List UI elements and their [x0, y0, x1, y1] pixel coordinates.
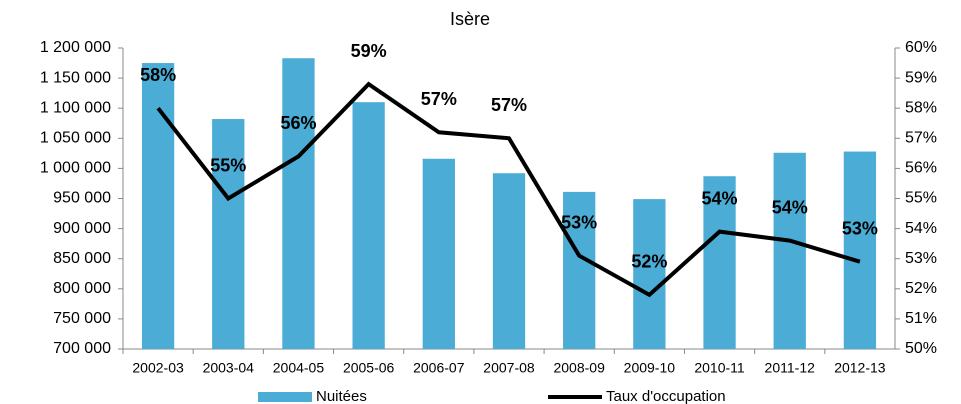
y-tick-label: 850 000: [53, 250, 111, 267]
y2-tick-label: 58%: [905, 99, 937, 116]
data-label: 57%: [421, 89, 457, 109]
y-tick-label: 900 000: [53, 220, 111, 237]
bar: [563, 191, 596, 349]
chart-subtitle: Isère: [450, 9, 490, 29]
bar: [212, 119, 245, 349]
bar: [141, 63, 175, 350]
data-label: 58%: [140, 65, 176, 85]
y2-tick-label: 56%: [905, 160, 937, 177]
y2-tick-label: 50%: [905, 340, 937, 357]
x-tick-label: 2009-10: [624, 360, 676, 376]
line: [156, 81, 861, 298]
legend-swatch: [258, 392, 312, 402]
y-tick-label: 1 150 000: [40, 69, 111, 86]
data-label: 55%: [210, 155, 246, 175]
x-tick-label: 2010-11: [694, 360, 745, 376]
x-tick-label: 2007-08: [483, 360, 535, 376]
y-tick-label: 1 000 000: [40, 160, 111, 177]
y-tick-label: 750 000: [53, 310, 111, 327]
x-tick-label: 2003-04: [203, 360, 255, 376]
data-label: 57%: [491, 95, 527, 115]
y-tick-label: 800 000: [53, 280, 111, 297]
data-label: 53%: [561, 212, 597, 232]
bar: [352, 102, 385, 350]
y2-tick-label: 51%: [905, 310, 937, 327]
x-tick-label: 2011-12: [765, 360, 816, 376]
data-label: 56%: [280, 113, 316, 133]
y-tick-label: 1 200 000: [40, 39, 111, 56]
bar: [422, 158, 455, 349]
x-tick-label: 2002-03: [132, 360, 184, 376]
y2-tick-label: 55%: [905, 190, 937, 207]
y-tick-label: 950 000: [53, 190, 111, 207]
y2-tick-label: 54%: [905, 220, 937, 237]
y2-tick-label: 57%: [905, 130, 937, 147]
x-tick-label: 2004-05: [273, 360, 325, 376]
y2-tick-label: 59%: [905, 69, 937, 86]
legend-label: Nuitées: [316, 388, 367, 404]
data-label: 54%: [772, 197, 808, 217]
x-tick-label: 2012-13: [834, 360, 886, 376]
data-label: 53%: [842, 218, 878, 238]
y-tick-label: 700 000: [53, 340, 111, 357]
bar: [843, 151, 877, 349]
x-tick-label: 2006-07: [413, 360, 465, 376]
y-tick-label: 1 100 000: [40, 99, 111, 116]
data-label: 52%: [631, 252, 667, 272]
bar: [633, 199, 666, 349]
bar: [703, 176, 736, 349]
y2-tick-label: 52%: [905, 280, 937, 297]
bar: [773, 152, 806, 349]
y-tick-label: 1 050 000: [40, 130, 111, 147]
data-label: 59%: [351, 41, 387, 61]
y2-tick-label: 60%: [905, 39, 937, 56]
x-tick-label: 2008-09: [553, 360, 605, 376]
y2-tick-label: 53%: [905, 250, 937, 267]
data-label: 54%: [702, 188, 738, 208]
bar: [492, 173, 526, 349]
x-tick-label: 2005-06: [343, 360, 395, 376]
bar: [282, 58, 315, 349]
legend-label: Taux d'occupation: [606, 388, 726, 404]
